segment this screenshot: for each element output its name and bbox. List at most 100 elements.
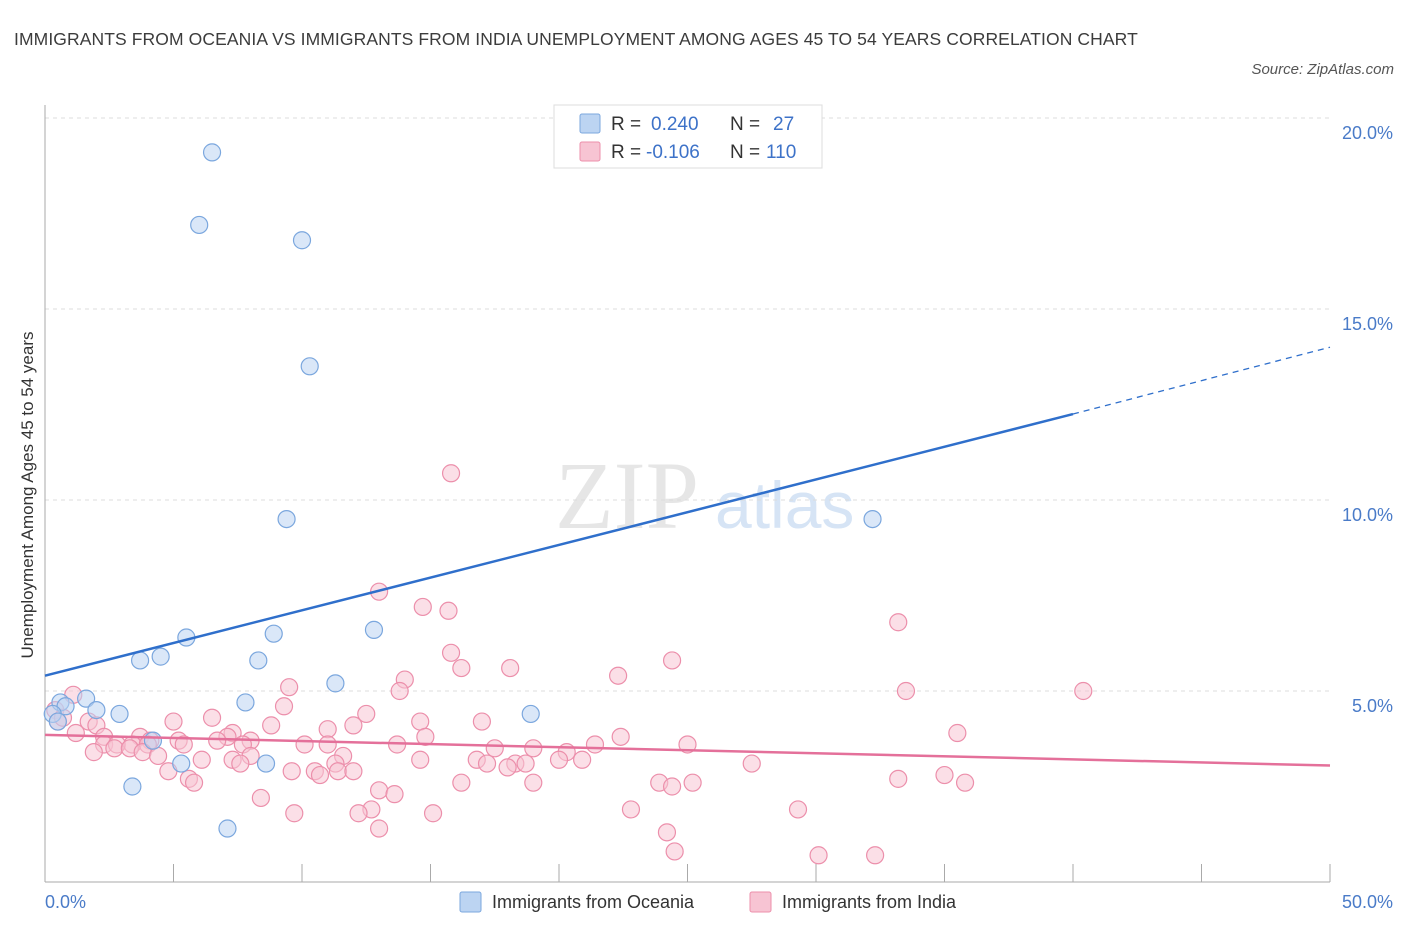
oceania-point-11: [249, 651, 268, 670]
bottom-legend-india: Immigrants from India: [782, 892, 957, 912]
oceania-point-26: [218, 819, 237, 838]
chart-source: Source: ZipAtlas.com: [1251, 61, 1394, 78]
oceania-point-0: [202, 143, 222, 162]
oceania-point-4: [277, 509, 296, 529]
india-point-86: [683, 773, 702, 792]
bottom-legend-swatch-india: [749, 891, 772, 913]
india-point-72: [573, 750, 592, 769]
india-point-83: [452, 773, 471, 792]
chart-title: IMMIGRANTS FROM OCEANIA VS IMMIGRANTS FR…: [14, 29, 1138, 49]
india-point-79: [498, 758, 517, 777]
india-trend-line: [44, 733, 1331, 767]
india-point-99: [423, 804, 443, 823]
oceania-point-13: [77, 689, 96, 708]
oceania-point-10: [130, 651, 150, 670]
india-point-11: [280, 678, 299, 697]
india-point-97: [285, 804, 304, 823]
india-point-66: [549, 750, 569, 769]
india-point-78: [344, 762, 363, 781]
oceania-point-5: [863, 509, 882, 529]
legend-india-r-value: -0.106: [646, 142, 700, 163]
india-point-6: [662, 651, 682, 670]
india-point-98: [349, 804, 368, 823]
oceania-trend-extension: [1072, 346, 1331, 415]
india-point-67: [231, 754, 250, 773]
oceania-point-23: [172, 754, 191, 773]
india-point-4: [889, 613, 908, 632]
india-point-80: [310, 765, 330, 785]
india-point-17: [274, 697, 294, 716]
india-point-88: [935, 765, 954, 785]
india-point-28: [318, 720, 337, 739]
legend-india-n-label: N =: [730, 142, 760, 163]
india-point-41: [948, 723, 967, 743]
india-point-48: [295, 735, 314, 754]
oceania-points: [43, 143, 882, 838]
oceania-point-2: [292, 231, 312, 250]
oceania-point-12: [326, 674, 345, 693]
india-point-7: [452, 658, 471, 678]
india-point-102: [665, 842, 684, 861]
gridlines: [45, 117, 1330, 692]
india-point-73: [742, 754, 761, 773]
bottom-legend-swatch-oceania: [459, 891, 482, 913]
india-point-100: [370, 819, 389, 838]
axes: [44, 105, 1331, 883]
india-point-5: [441, 643, 461, 662]
india-point-64: [411, 750, 430, 769]
india-point-91: [370, 781, 389, 800]
x-tick-label-0: 0.0%: [45, 892, 86, 912]
legend-oceania-r-value: 0.240: [651, 114, 699, 135]
oceania-point-22: [143, 731, 163, 750]
india-point-49: [318, 735, 337, 754]
india-point-9: [609, 666, 628, 685]
legend-india-n-value: 110: [766, 142, 796, 163]
oceania-point-1: [190, 215, 209, 235]
india-point-18: [357, 704, 376, 724]
oceania-point-14: [236, 693, 255, 712]
legend-swatch-india: [579, 141, 601, 162]
india-point-92: [385, 785, 404, 804]
legend-oceania-r-label: R =: [611, 114, 641, 135]
india-point-90: [662, 777, 682, 796]
india-point-51: [485, 739, 504, 758]
legend-oceania-n-value: 27: [773, 114, 794, 135]
india-point-71: [516, 754, 535, 773]
india-point-101: [657, 823, 677, 842]
india-point-93: [251, 788, 270, 808]
watermark-zip: ZIP: [555, 442, 699, 549]
y-tick-label-0: 5.0%: [1352, 696, 1393, 716]
top-legend: R = 0.240 N = 27 R = -0.106 N = 110: [553, 104, 823, 169]
y-axis-label: Unemployment Among Ages 45 to 54 years: [18, 332, 37, 659]
india-point-46: [174, 735, 193, 754]
india-point-82: [184, 773, 204, 792]
oceania-point-21: [48, 712, 67, 731]
india-point-40: [611, 727, 630, 746]
india-point-58: [148, 746, 168, 766]
india-point-29: [344, 716, 363, 735]
india-point-89: [955, 773, 975, 792]
oceania-point-25: [123, 777, 142, 796]
india-point-62: [192, 750, 211, 769]
india-point-14: [1074, 681, 1093, 701]
trend-lines: [44, 346, 1331, 767]
oceania-point-7: [264, 624, 283, 643]
india-point-104: [866, 846, 885, 865]
india-point-26: [411, 712, 430, 731]
india-point-13: [896, 681, 916, 701]
india-point-53: [585, 735, 605, 754]
india-point-21: [202, 708, 222, 727]
india-point-31: [66, 723, 85, 743]
india-point-103: [809, 846, 828, 865]
india-point-77: [328, 762, 348, 781]
watermark-atlas: atlas: [715, 468, 854, 542]
india-point-87: [889, 769, 908, 788]
legend-swatch-oceania: [579, 113, 601, 134]
bottom-legend: Immigrants from Oceania Immigrants from …: [459, 891, 957, 913]
india-point-57: [84, 743, 103, 762]
oceania-point-3: [300, 357, 319, 376]
india-point-0: [441, 464, 461, 483]
india-point-75: [282, 762, 301, 781]
india-point-54: [105, 739, 124, 758]
